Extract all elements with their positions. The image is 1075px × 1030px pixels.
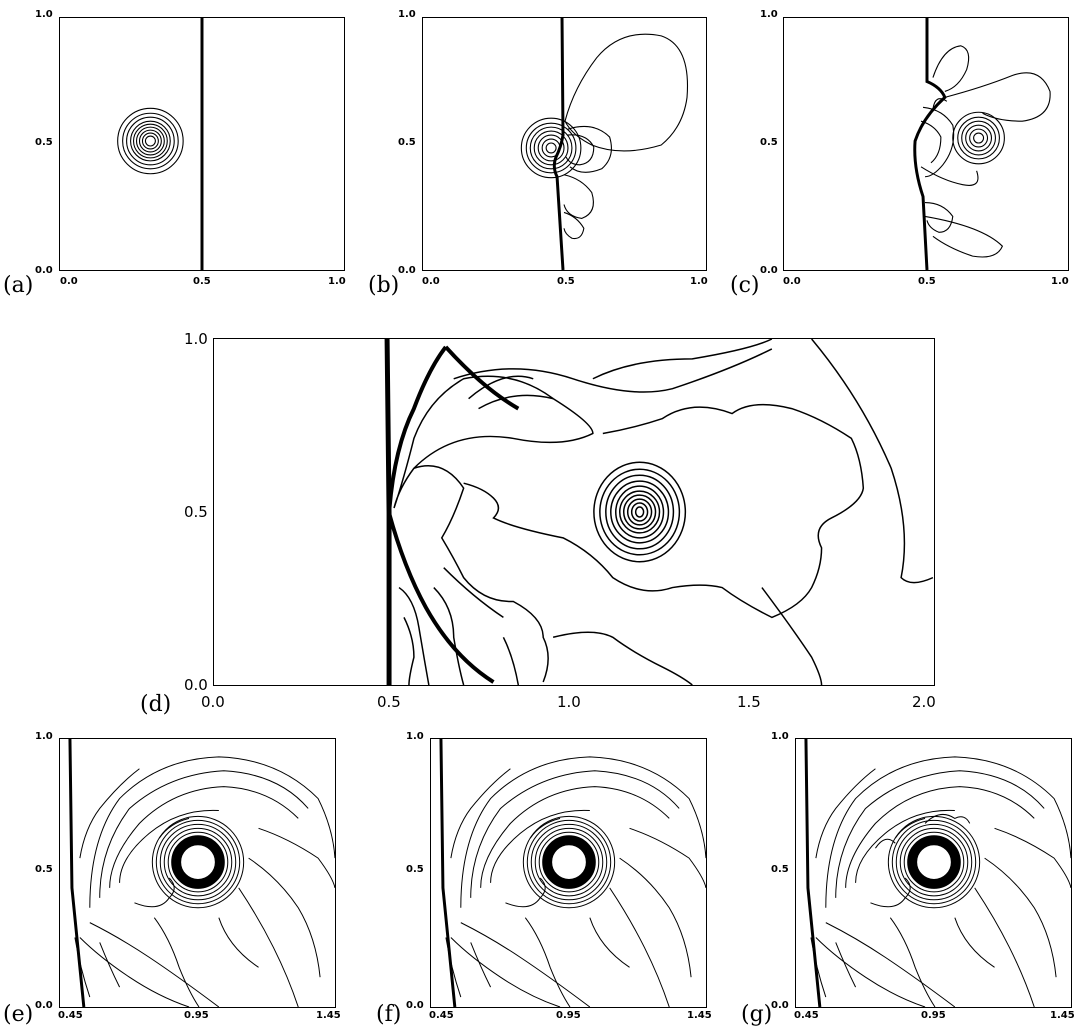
x-tick-mid-e: 0.95 (184, 1010, 209, 1021)
y-tick-top-e: 1.0 (35, 731, 53, 742)
y-tick-mid-f: 0.5 (406, 864, 424, 875)
plot-frame-b (422, 17, 707, 271)
y-tick-bottom-b: 0.0 (398, 265, 416, 276)
x-tick-mid-a: 0.5 (193, 276, 211, 287)
x-tick-right-g: 1.45 (1050, 1010, 1075, 1021)
y-tick-bottom-a: 0.0 (35, 265, 53, 276)
x-tick-2-d: 1.0 (557, 693, 581, 711)
panel-label-f: (f) (376, 1002, 402, 1027)
plot-frame-a (59, 17, 345, 271)
x-tick-3-d: 1.5 (737, 693, 761, 711)
plot-frame-c (783, 17, 1069, 271)
y-tick-mid-d: 0.5 (184, 503, 208, 521)
panel-label-e: (e) (3, 1002, 34, 1027)
x-tick-left-a: 0.0 (60, 276, 78, 287)
plot-frame-d (213, 338, 935, 686)
contour-plot-a (117, 18, 204, 270)
x-tick-0-d: 0.0 (201, 693, 225, 711)
contour-plot-d (384, 339, 934, 685)
contour-plot-e (68, 739, 335, 1007)
x-tick-mid-f: 0.95 (556, 1010, 581, 1021)
x-tick-right-c: 1.0 (1051, 276, 1069, 287)
plot-frame-f (430, 738, 707, 1008)
y-tick-top-a: 1.0 (35, 9, 53, 20)
panel-label-c: (c) (730, 273, 760, 298)
y-tick-bottom-f: 0.0 (406, 1000, 424, 1011)
contour-plot-c (913, 18, 1051, 270)
y-tick-mid-a: 0.5 (35, 137, 53, 148)
x-tick-left-b: 0.0 (422, 276, 440, 287)
y-tick-mid-c: 0.5 (760, 137, 778, 148)
y-tick-bottom-e: 0.0 (35, 1000, 53, 1011)
panel-label-d: (d) (140, 692, 172, 717)
y-tick-top-b: 1.0 (398, 9, 416, 20)
x-tick-mid-b: 0.5 (557, 276, 575, 287)
y-tick-top-c: 1.0 (760, 9, 778, 20)
y-tick-mid-g: 0.5 (771, 864, 789, 875)
y-tick-bottom-g: 0.0 (771, 1000, 789, 1011)
contour-plot-b (520, 18, 689, 270)
x-tick-left-c: 0.0 (783, 276, 801, 287)
plot-frame-g (795, 738, 1072, 1008)
contour-plot-g (804, 739, 1071, 1007)
y-tick-top-d: 1.0 (184, 330, 208, 348)
panel-label-g: (g) (741, 1002, 773, 1027)
plot-frame-e (59, 738, 336, 1008)
x-tick-right-b: 1.0 (690, 276, 708, 287)
panel-label-b: (b) (368, 273, 400, 298)
x-tick-left-f: 0.45 (429, 1010, 454, 1021)
x-tick-mid-c: 0.5 (918, 276, 936, 287)
y-tick-mid-e: 0.5 (35, 864, 53, 875)
contour-plot-f (439, 739, 706, 1007)
y-tick-top-g: 1.0 (771, 731, 789, 742)
x-tick-right-f: 1.45 (687, 1010, 712, 1021)
y-tick-top-f: 1.0 (406, 731, 424, 742)
x-tick-left-g: 0.45 (794, 1010, 819, 1021)
y-tick-bottom-d: 0.0 (184, 676, 208, 694)
y-tick-mid-b: 0.5 (398, 137, 416, 148)
x-tick-right-a: 1.0 (328, 276, 346, 287)
x-tick-mid-g: 0.95 (921, 1010, 946, 1021)
x-tick-1-d: 0.5 (377, 693, 401, 711)
panel-label-a: (a) (3, 273, 34, 298)
y-tick-bottom-c: 0.0 (760, 265, 778, 276)
x-tick-4-d: 2.0 (912, 693, 936, 711)
x-tick-left-e: 0.45 (58, 1010, 83, 1021)
x-tick-right-e: 1.45 (316, 1010, 341, 1021)
